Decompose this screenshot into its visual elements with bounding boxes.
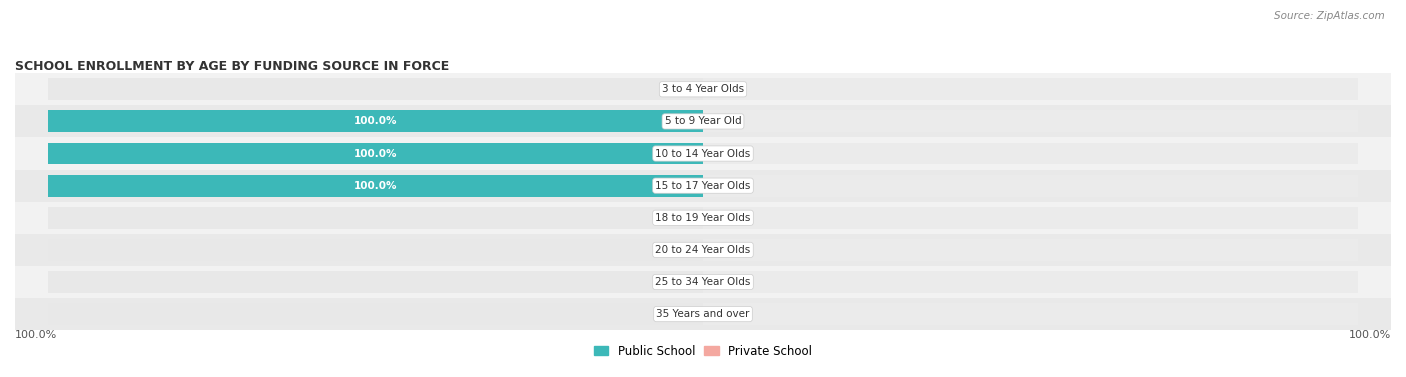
Bar — [703, 110, 1358, 132]
Bar — [703, 271, 1358, 293]
Text: 15 to 17 Year Olds: 15 to 17 Year Olds — [655, 181, 751, 191]
Text: 0.0%: 0.0% — [666, 309, 693, 319]
Text: 100.0%: 100.0% — [354, 181, 396, 191]
Bar — [48, 175, 703, 196]
Text: 0.0%: 0.0% — [713, 245, 740, 255]
Bar — [48, 239, 703, 261]
Bar — [703, 143, 1358, 164]
Text: 18 to 19 Year Olds: 18 to 19 Year Olds — [655, 213, 751, 223]
Text: 35 Years and over: 35 Years and over — [657, 309, 749, 319]
Bar — [48, 143, 703, 164]
Text: 0.0%: 0.0% — [713, 84, 740, 94]
Bar — [15, 298, 1391, 330]
Bar — [48, 110, 703, 132]
Bar — [15, 170, 1391, 202]
Bar — [15, 138, 1391, 170]
Text: 100.0%: 100.0% — [1348, 330, 1391, 340]
Bar — [48, 143, 703, 164]
Text: 0.0%: 0.0% — [713, 213, 740, 223]
Text: 100.0%: 100.0% — [354, 149, 396, 159]
Text: 25 to 34 Year Olds: 25 to 34 Year Olds — [655, 277, 751, 287]
Bar — [15, 105, 1391, 138]
Bar — [15, 266, 1391, 298]
Legend: Public School, Private School: Public School, Private School — [593, 345, 813, 358]
Bar — [48, 207, 703, 229]
Text: 5 to 9 Year Old: 5 to 9 Year Old — [665, 116, 741, 126]
Bar — [15, 202, 1391, 234]
Text: 0.0%: 0.0% — [666, 277, 693, 287]
Bar — [48, 175, 703, 196]
Bar — [15, 73, 1391, 105]
Text: 0.0%: 0.0% — [666, 245, 693, 255]
Bar — [48, 303, 703, 325]
Text: 0.0%: 0.0% — [713, 116, 740, 126]
Bar — [703, 303, 1358, 325]
Bar — [15, 234, 1391, 266]
Text: 0.0%: 0.0% — [666, 84, 693, 94]
Text: SCHOOL ENROLLMENT BY AGE BY FUNDING SOURCE IN FORCE: SCHOOL ENROLLMENT BY AGE BY FUNDING SOUR… — [15, 60, 450, 73]
Text: 3 to 4 Year Olds: 3 to 4 Year Olds — [662, 84, 744, 94]
Text: 0.0%: 0.0% — [666, 213, 693, 223]
Bar — [703, 175, 1358, 196]
Text: 0.0%: 0.0% — [713, 277, 740, 287]
Bar — [48, 110, 703, 132]
Text: 10 to 14 Year Olds: 10 to 14 Year Olds — [655, 149, 751, 159]
Text: 0.0%: 0.0% — [713, 149, 740, 159]
Bar — [703, 207, 1358, 229]
Bar — [48, 78, 703, 100]
Text: 20 to 24 Year Olds: 20 to 24 Year Olds — [655, 245, 751, 255]
Text: 0.0%: 0.0% — [713, 309, 740, 319]
Bar — [48, 271, 703, 293]
Text: Source: ZipAtlas.com: Source: ZipAtlas.com — [1274, 11, 1385, 21]
Text: 100.0%: 100.0% — [354, 116, 396, 126]
Bar — [703, 239, 1358, 261]
Text: 100.0%: 100.0% — [15, 330, 58, 340]
Bar — [703, 78, 1358, 100]
Text: 0.0%: 0.0% — [713, 181, 740, 191]
